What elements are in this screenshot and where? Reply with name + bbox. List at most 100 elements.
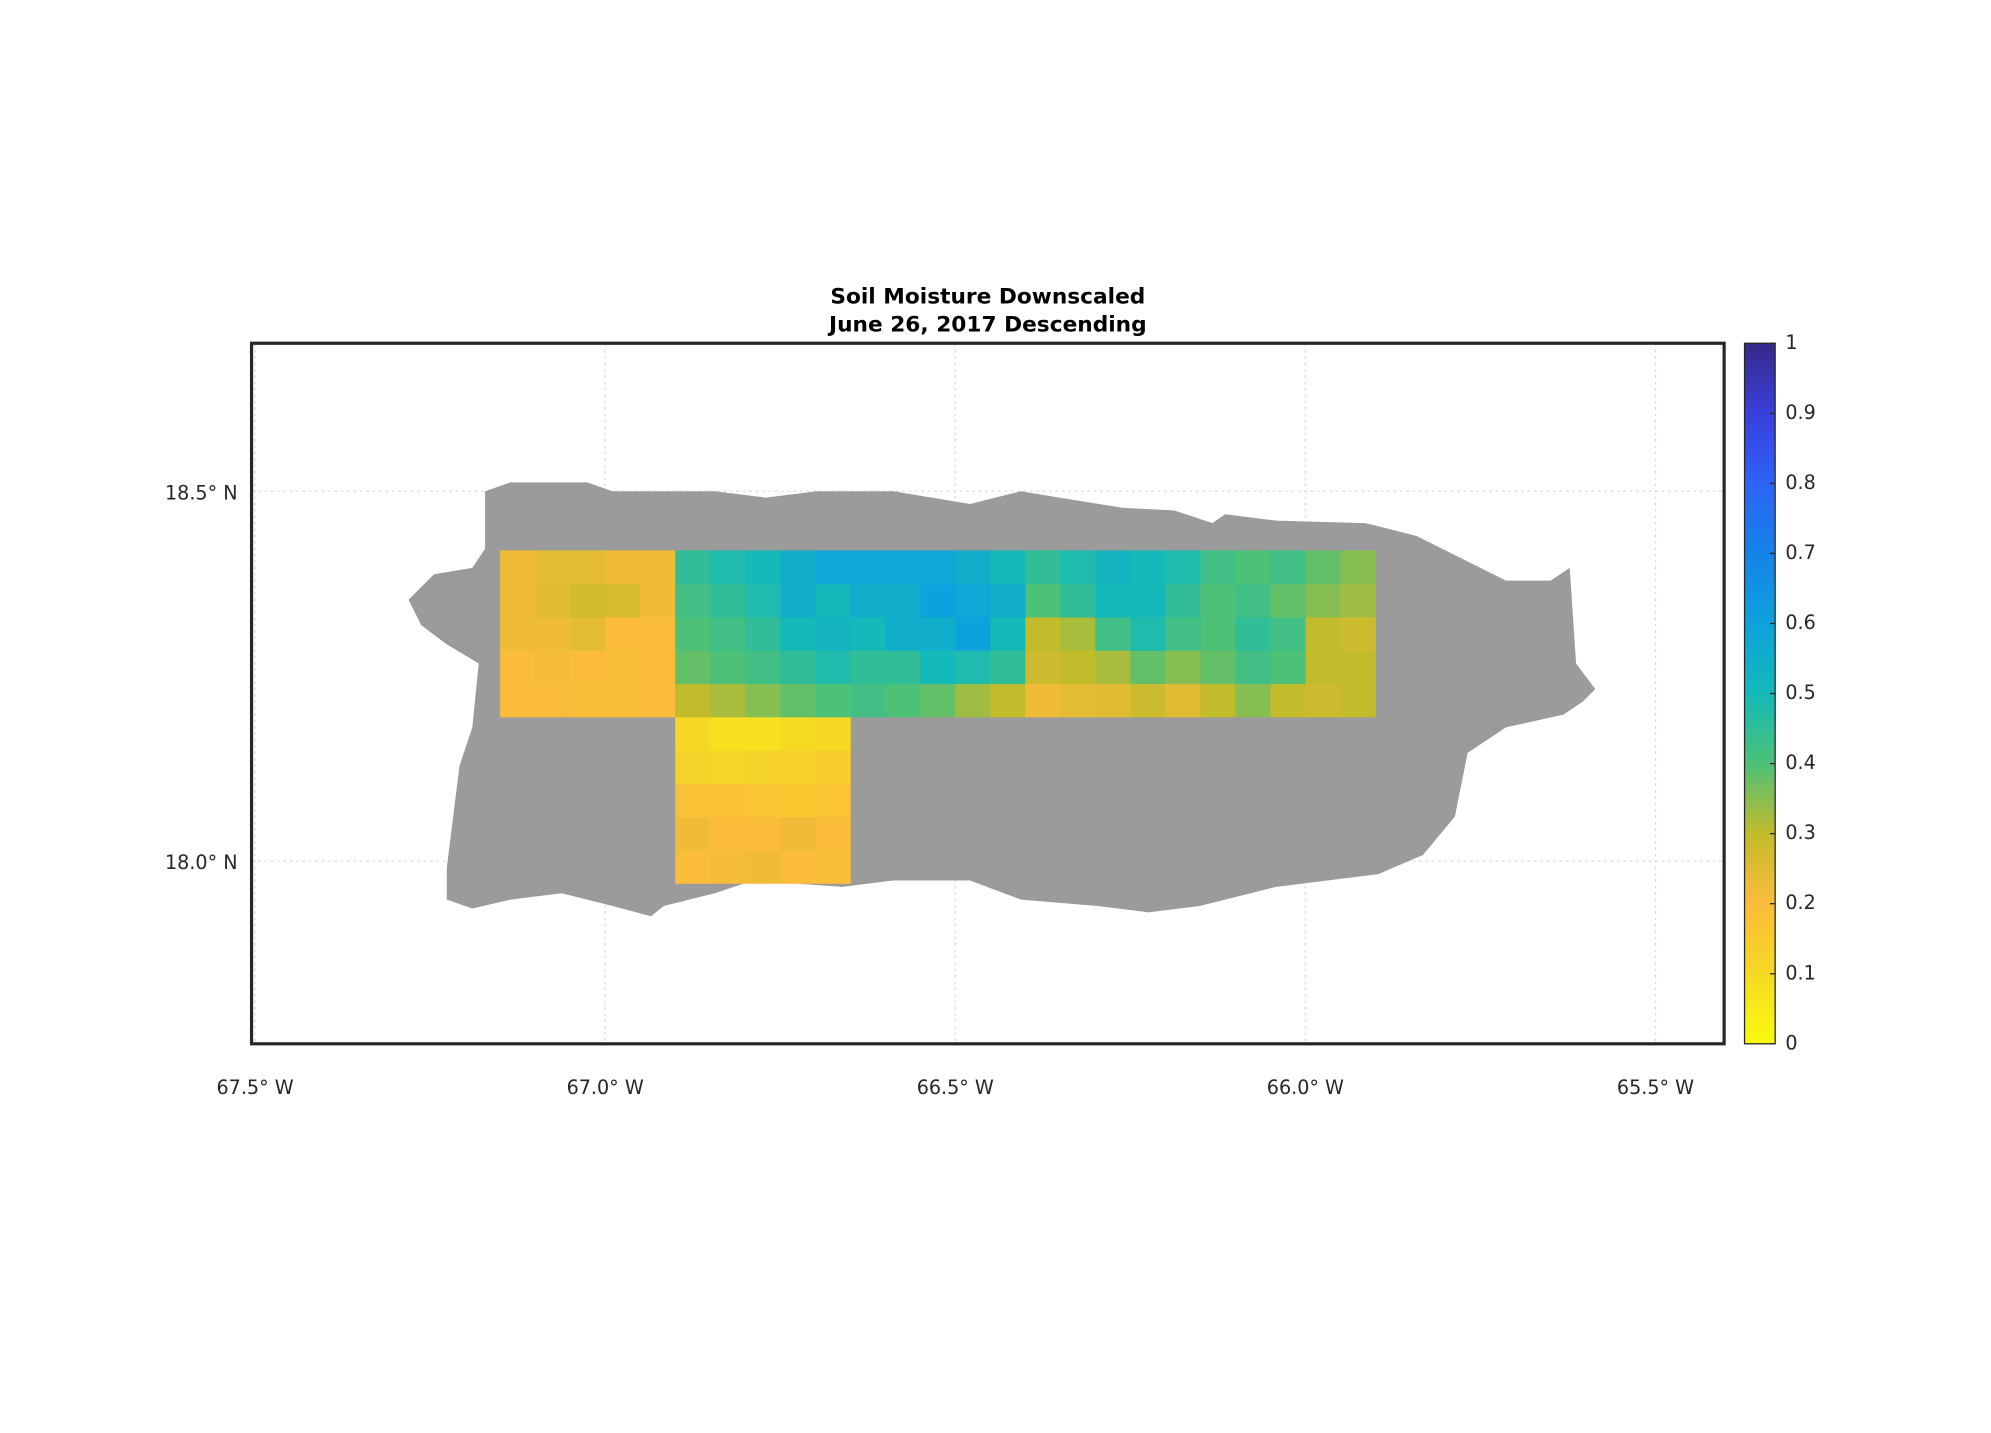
moisture-cell bbox=[675, 683, 711, 718]
moisture-cell bbox=[1165, 683, 1201, 718]
moisture-cell bbox=[850, 683, 886, 718]
colorbar-tick-label: 0.8 bbox=[1785, 471, 1815, 494]
moisture-cell bbox=[780, 616, 816, 651]
moisture-cell bbox=[535, 683, 571, 718]
moisture-cell bbox=[710, 616, 746, 651]
moisture-cell bbox=[1025, 616, 1061, 651]
colorbar-tick-label: 0.7 bbox=[1785, 541, 1815, 564]
moisture-cell bbox=[710, 783, 746, 818]
moisture-cell bbox=[1165, 550, 1201, 585]
moisture-cell bbox=[815, 750, 851, 784]
moisture-cell bbox=[1095, 650, 1131, 685]
moisture-cell bbox=[1060, 616, 1096, 651]
moisture-cell bbox=[1305, 583, 1341, 618]
moisture-cell bbox=[1165, 650, 1201, 685]
moisture-cell bbox=[675, 583, 711, 618]
moisture-cell bbox=[1025, 550, 1061, 585]
moisture-cell bbox=[745, 650, 781, 685]
moisture-cell bbox=[885, 550, 921, 585]
moisture-cell bbox=[990, 583, 1026, 618]
moisture-cell bbox=[535, 550, 571, 585]
moisture-cell bbox=[990, 550, 1026, 585]
moisture-cell bbox=[780, 683, 816, 718]
moisture-cell bbox=[1060, 550, 1096, 585]
colorbar-tick-label: 0.5 bbox=[1785, 681, 1815, 704]
moisture-cell bbox=[955, 616, 991, 651]
moisture-cell bbox=[1305, 650, 1341, 685]
x-tick-label: 65.5° W bbox=[1617, 1076, 1694, 1099]
moisture-cell bbox=[1340, 616, 1376, 651]
moisture-cell bbox=[1095, 583, 1131, 618]
moisture-cell bbox=[815, 716, 851, 751]
moisture-cell bbox=[675, 716, 711, 751]
moisture-cell bbox=[675, 550, 711, 585]
moisture-cell bbox=[1200, 650, 1236, 685]
moisture-cell bbox=[745, 550, 781, 585]
moisture-cell bbox=[500, 550, 536, 585]
moisture-cell bbox=[885, 583, 921, 618]
moisture-cell bbox=[535, 616, 571, 651]
moisture-cell bbox=[710, 816, 746, 851]
moisture-cell bbox=[745, 816, 781, 851]
moisture-cell bbox=[675, 750, 711, 784]
moisture-cell bbox=[780, 650, 816, 685]
moisture-cell bbox=[815, 783, 851, 818]
moisture-cell bbox=[1270, 616, 1306, 651]
moisture-cell bbox=[640, 616, 676, 651]
moisture-cell bbox=[1025, 683, 1061, 718]
moisture-cell bbox=[780, 783, 816, 818]
colorbar-tick-label: 0 bbox=[1785, 1031, 1797, 1054]
moisture-cell bbox=[850, 583, 886, 618]
moisture-cell bbox=[955, 683, 991, 718]
moisture-cell bbox=[1060, 683, 1096, 718]
moisture-cell bbox=[675, 783, 711, 818]
moisture-cell bbox=[1200, 683, 1236, 718]
moisture-cell bbox=[1130, 550, 1166, 585]
moisture-cell bbox=[1340, 550, 1376, 585]
moisture-cell bbox=[990, 616, 1026, 651]
moisture-cell bbox=[885, 683, 921, 718]
y-tick-label: 18.5° N bbox=[165, 481, 238, 504]
moisture-cell bbox=[710, 849, 746, 884]
moisture-cell bbox=[920, 550, 956, 585]
moisture-cell bbox=[1165, 616, 1201, 651]
moisture-cell bbox=[1130, 616, 1166, 651]
moisture-cell bbox=[1340, 650, 1376, 685]
moisture-cell bbox=[640, 583, 676, 618]
moisture-cell bbox=[815, 550, 851, 585]
moisture-cell bbox=[1095, 683, 1131, 718]
moisture-cell bbox=[1235, 616, 1271, 651]
moisture-cell bbox=[745, 849, 781, 884]
moisture-cell bbox=[850, 550, 886, 585]
moisture-cell bbox=[1235, 650, 1271, 685]
moisture-cell bbox=[780, 849, 816, 884]
moisture-cell bbox=[1130, 650, 1166, 685]
moisture-cell bbox=[1025, 650, 1061, 685]
moisture-cell bbox=[1235, 583, 1271, 618]
moisture-cell bbox=[885, 616, 921, 651]
moisture-cell bbox=[1270, 683, 1306, 718]
x-tick-label: 67.0° W bbox=[567, 1076, 644, 1099]
moisture-cell bbox=[1305, 616, 1341, 651]
colorbar-tick-label: 0.4 bbox=[1785, 751, 1815, 774]
moisture-cell bbox=[710, 683, 746, 718]
moisture-cell bbox=[640, 683, 676, 718]
moisture-cell bbox=[570, 650, 606, 685]
moisture-cell bbox=[1165, 583, 1201, 618]
x-tick-label: 67.5° W bbox=[216, 1076, 293, 1099]
moisture-cell bbox=[780, 583, 816, 618]
moisture-cell bbox=[710, 716, 746, 751]
moisture-cell bbox=[780, 816, 816, 851]
moisture-cell bbox=[815, 683, 851, 718]
moisture-cell bbox=[605, 650, 641, 685]
moisture-cell bbox=[500, 650, 536, 685]
moisture-cell bbox=[570, 550, 606, 585]
moisture-cell bbox=[1060, 583, 1096, 618]
moisture-cell bbox=[990, 683, 1026, 718]
moisture-cell bbox=[1270, 583, 1306, 618]
moisture-cell bbox=[710, 583, 746, 618]
moisture-cell bbox=[1200, 616, 1236, 651]
moisture-cell bbox=[1235, 683, 1271, 718]
moisture-cell bbox=[990, 650, 1026, 685]
